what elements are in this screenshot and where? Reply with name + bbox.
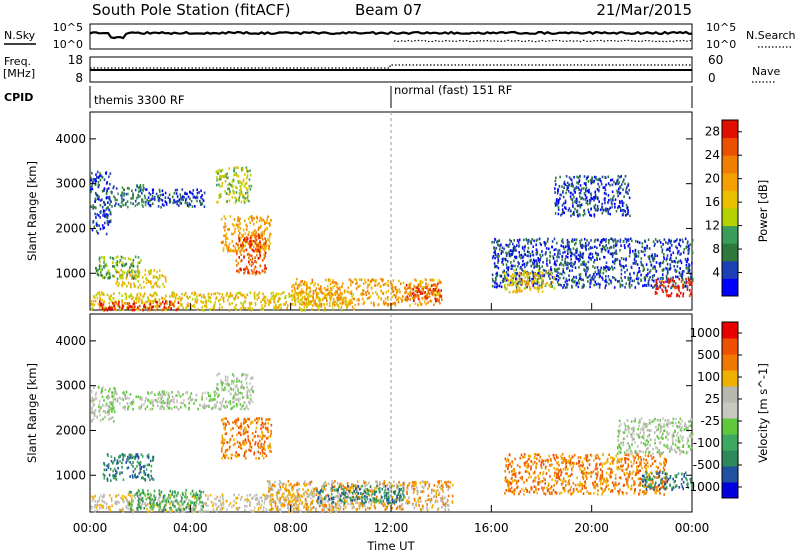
power-colorbar-tick: 24: [705, 148, 720, 162]
nave-tick-bottom: 0: [708, 71, 716, 85]
freq-label-bottom: [MHz]: [3, 67, 35, 80]
power-ytick-label: 2000: [55, 221, 86, 235]
cpid-segment-normal: normal (fast) 151 RF: [394, 83, 512, 97]
power-colorbar-tick: 20: [705, 172, 720, 186]
time-tick-label: 04:00: [173, 521, 208, 535]
velocity-colorbar-swatch: [722, 370, 738, 387]
velocity-colorbar-swatch: [722, 418, 738, 435]
nsky-panel: N.Sky 10^5 10^0 10^5 10^0 N.Search: [4, 21, 796, 51]
time-tick-label: 20:00: [574, 521, 609, 535]
power-panel: 1000 2000 3000 4000 Slant Range [km] 4 8 12 16…: [25, 112, 770, 312]
power-colorbar-swatch: [722, 190, 738, 208]
velocity-colorbar-swatch: [722, 402, 738, 419]
time-axis-label: Time UT: [366, 539, 415, 553]
power-colorbar-swatch: [722, 155, 738, 173]
power-colorbar-tick: 4: [712, 266, 720, 280]
nsky-tick-top: 10^5: [53, 21, 83, 34]
velocity-colorbar-tick: -25: [700, 414, 720, 428]
freq-tick-bottom: 8: [75, 71, 83, 85]
freq-panel: Freq. [MHz] 18 8 60 0 Nave: [3, 53, 780, 85]
power-ytick-label: 1000: [55, 266, 86, 280]
velocity-colorbar-swatch: [722, 450, 738, 467]
velocity-ytick-label: 4000: [55, 334, 86, 348]
date-label: 21/Mar/2015: [596, 1, 692, 19]
velocity-ytick-label: 3000: [55, 379, 86, 393]
velocity-colorbar-tick: -500: [693, 458, 720, 472]
velocity-colorbar-tick: -100: [693, 436, 720, 450]
velocity-ylabel: Slant Range [km]: [25, 363, 39, 463]
velocity-colorbar-swatch: [722, 434, 738, 451]
freq-tick-top: 18: [68, 53, 83, 67]
power-ylabel: Slant Range [km]: [25, 161, 39, 261]
nsearch-label: N.Search: [746, 29, 796, 42]
cpid-segment-themis: themis 3300 RF: [94, 93, 184, 107]
velocity-colorbar-swatch: [722, 354, 738, 371]
nave-trace: [90, 65, 692, 68]
velocity-colorbar-label: Velocity [m s^-1]: [756, 363, 770, 463]
station-title: South Pole Station (fitACF): [92, 1, 290, 19]
nave-label: Nave: [752, 65, 780, 78]
time-tick-label: 00:00: [675, 521, 710, 535]
power-colorbar-tick: 8: [712, 242, 720, 256]
velocity-colorbar-swatch: [722, 322, 738, 339]
power-colorbar-label: Power [dB]: [756, 180, 770, 243]
nsearch-tick-top: 10^5: [706, 21, 736, 34]
nsky-tick-bottom: 10^0: [53, 38, 83, 51]
velocity-colorbar-swatch: [722, 482, 738, 499]
power-colorbar-swatch: [722, 278, 738, 296]
power-colorbar-swatch: [722, 173, 738, 191]
velocity-colorbar-tick: 500: [697, 348, 720, 362]
power-ytick-label: 4000: [55, 132, 86, 146]
nsky-frame: [90, 24, 692, 49]
velocity-colorbar-swatch: [722, 466, 738, 483]
velocity-panel: 1000 2000 3000 4000 Slant Range [km] 1000 50…: [25, 314, 770, 514]
power-ytick-label: 3000: [55, 177, 86, 191]
nsky-label: N.Sky: [4, 29, 36, 42]
cpid-label: CPID: [4, 91, 33, 104]
power-colorbar-tick: 28: [705, 125, 720, 139]
time-tick-label: 08:00: [273, 521, 308, 535]
power-colorbar-swatch: [722, 208, 738, 226]
nave-tick-top: 60: [708, 53, 723, 67]
time-tick-label: 00:00: [73, 521, 108, 535]
power-colorbar-swatch: [722, 226, 738, 244]
velocity-colorbar-tick: 1000: [689, 326, 720, 340]
velocity-colorbar-swatch: [722, 386, 738, 403]
nsearch-tick-bottom: 10^0: [706, 38, 736, 51]
velocity-colorbar-tick: 100: [697, 370, 720, 384]
power-colorbar-swatch: [722, 243, 738, 261]
power-colorbar-tick: 16: [705, 195, 720, 209]
power-colorbar-swatch: [722, 120, 738, 138]
velocity-colorbar-tick: 25: [705, 392, 720, 406]
time-tick-label: 12:00: [374, 521, 409, 535]
beam-label: Beam 07: [355, 1, 422, 19]
velocity-ytick-label: 1000: [55, 468, 86, 482]
velocity-ytick-label: 2000: [55, 423, 86, 437]
time-tick-label: 16:00: [474, 521, 509, 535]
nsearch-trace: [394, 40, 692, 41]
power-colorbar-swatch: [722, 261, 738, 279]
power-colorbar-swatch: [722, 138, 738, 156]
nsky-trace: [90, 32, 692, 38]
velocity-colorbar-swatch: [722, 338, 738, 355]
cpid-panel: CPID themis 3300 RF normal (fast) 151 RF: [4, 83, 692, 108]
power-colorbar-tick: 12: [705, 219, 720, 233]
velocity-colorbar-tick: -1000: [685, 480, 720, 494]
